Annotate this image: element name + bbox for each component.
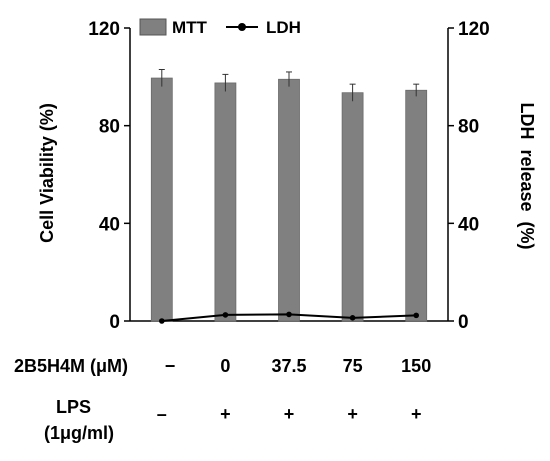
ldh-point bbox=[222, 312, 229, 318]
right-tick-label: 40 bbox=[458, 214, 479, 235]
mtt-bar bbox=[278, 78, 300, 322]
condition-value: + bbox=[411, 404, 422, 424]
right-tick-label: 0 bbox=[458, 312, 469, 333]
legend-ldh-label: LDH bbox=[266, 18, 301, 37]
mtt-bars bbox=[150, 77, 428, 322]
ldh-point bbox=[159, 318, 165, 324]
row-values-lps: – + + + + bbox=[157, 404, 422, 424]
condition-value: + bbox=[220, 404, 231, 424]
condition-value: 37.5 bbox=[271, 356, 306, 376]
right-tick-label: 80 bbox=[458, 117, 479, 138]
mtt-bar bbox=[341, 92, 364, 322]
right-axis-ticks: 0 40 80 120 bbox=[448, 19, 490, 333]
condition-value: 150 bbox=[401, 356, 431, 376]
left-axis-ticks: 0 40 80 120 bbox=[88, 19, 130, 333]
left-tick-label: 40 bbox=[99, 214, 120, 235]
row-values-2b5h4m: − 0 37.5 75 150 bbox=[165, 356, 431, 376]
row-label-lps-dose: (1μg/ml) bbox=[44, 423, 114, 443]
left-tick-label: 120 bbox=[88, 19, 120, 40]
mtt-bar bbox=[405, 89, 428, 322]
y-axis-label-right: LDH release (%) bbox=[517, 102, 537, 249]
ldh-point bbox=[286, 311, 292, 318]
legend-ldh-marker bbox=[238, 23, 246, 31]
y-axis-label: Cell Viability (%) bbox=[37, 103, 57, 243]
condition-value: 75 bbox=[343, 356, 363, 376]
condition-value: – bbox=[157, 404, 167, 424]
ldh-point bbox=[349, 315, 356, 321]
condition-value: 0 bbox=[220, 356, 230, 376]
row-label-2b5h4m: 2B5H4M (μM) bbox=[14, 356, 128, 376]
condition-value: − bbox=[165, 356, 176, 376]
mtt-bar bbox=[214, 82, 237, 322]
row-label-lps: LPS bbox=[56, 397, 91, 417]
mtt-error-bars bbox=[158, 69, 420, 102]
condition-value: + bbox=[284, 404, 295, 424]
legend-mtt-swatch bbox=[139, 18, 167, 36]
ldh-point bbox=[413, 312, 420, 319]
left-tick-label: 80 bbox=[99, 117, 120, 138]
legend: MTT LDH bbox=[139, 18, 301, 37]
condition-value: + bbox=[347, 404, 358, 424]
mtt-bar bbox=[150, 77, 173, 322]
legend-mtt-label: MTT bbox=[172, 18, 208, 37]
right-tick-label: 120 bbox=[458, 19, 490, 40]
left-tick-label: 0 bbox=[109, 312, 120, 333]
ldh-series bbox=[159, 311, 420, 324]
